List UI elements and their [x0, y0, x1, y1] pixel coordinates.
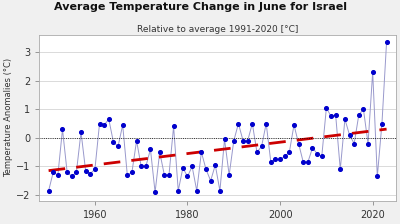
Point	[161, 173, 168, 177]
Point	[124, 173, 130, 177]
Point	[332, 113, 339, 117]
Point	[189, 165, 195, 168]
Point	[133, 139, 140, 142]
Point	[96, 122, 103, 125]
Point	[291, 123, 297, 127]
Point	[272, 157, 279, 161]
Point	[360, 108, 367, 111]
Point	[346, 133, 353, 137]
Point	[138, 165, 144, 168]
Point	[337, 168, 344, 171]
Point	[379, 122, 385, 125]
Point	[50, 170, 56, 174]
Point	[244, 139, 251, 142]
Point	[263, 122, 270, 125]
Point	[235, 122, 242, 125]
Point	[143, 165, 149, 168]
Point	[212, 163, 218, 167]
Point	[282, 155, 288, 158]
Point	[328, 115, 334, 118]
Point	[170, 125, 177, 128]
Point	[300, 160, 306, 164]
Point	[73, 170, 80, 174]
Point	[59, 127, 66, 131]
Point	[383, 40, 390, 44]
Point	[240, 139, 246, 142]
Point	[305, 160, 311, 164]
Point	[370, 70, 376, 74]
Point	[129, 170, 135, 174]
Point	[286, 150, 292, 154]
Point	[184, 175, 191, 178]
Point	[78, 130, 84, 134]
Point	[221, 138, 228, 141]
Point	[374, 175, 380, 178]
Point	[351, 142, 357, 145]
Point	[230, 139, 237, 142]
Point	[106, 117, 112, 121]
Point	[194, 189, 200, 193]
Point	[166, 173, 172, 177]
Point	[342, 117, 348, 121]
Point	[203, 168, 209, 171]
Point	[156, 150, 163, 154]
Point	[356, 113, 362, 117]
Point	[120, 123, 126, 127]
Point	[309, 146, 316, 150]
Point	[249, 122, 256, 125]
Point	[277, 157, 283, 161]
Point	[101, 123, 107, 127]
Point	[110, 140, 117, 144]
Point	[323, 106, 330, 110]
Point	[64, 170, 70, 174]
Point	[208, 179, 214, 183]
Point	[226, 173, 232, 177]
Y-axis label: Temperature Anomalies (°C): Temperature Anomalies (°C)	[4, 58, 13, 177]
Point	[115, 145, 121, 148]
Point	[198, 150, 204, 154]
Title: Relative to average 1991-2020 [°C]: Relative to average 1991-2020 [°C]	[137, 25, 298, 34]
Point	[175, 189, 182, 193]
Point	[254, 150, 260, 154]
Point	[55, 173, 61, 177]
Text: Average Temperature Change in June for Israel: Average Temperature Change in June for I…	[54, 2, 346, 12]
Point	[46, 189, 52, 193]
Point	[296, 142, 302, 145]
Point	[365, 142, 371, 145]
Point	[92, 168, 98, 171]
Point	[87, 172, 94, 175]
Point	[180, 166, 186, 170]
Point	[147, 148, 154, 151]
Point	[314, 152, 320, 155]
Point	[68, 175, 75, 178]
Point	[258, 145, 265, 148]
Point	[318, 155, 325, 158]
Point	[152, 190, 158, 194]
Point	[268, 160, 274, 164]
Point	[82, 169, 89, 172]
Point	[217, 189, 223, 193]
